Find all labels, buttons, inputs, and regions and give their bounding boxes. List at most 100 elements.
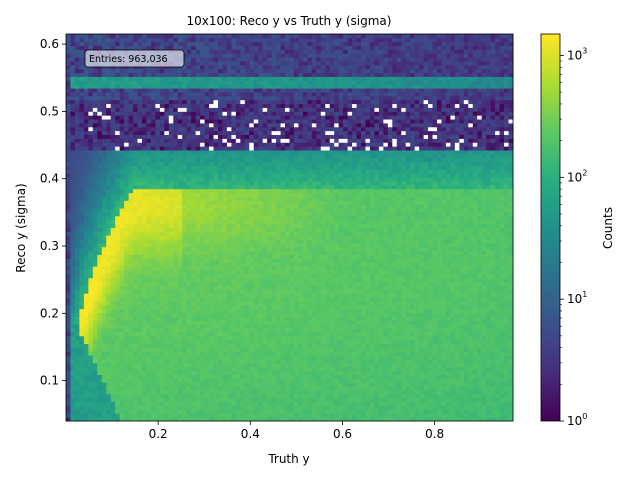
heatmap-cell	[217, 413, 223, 418]
heatmap-cell	[137, 281, 143, 286]
heatmap-cell	[74, 196, 80, 201]
heatmap-cell	[168, 157, 174, 163]
heatmap-cell	[133, 258, 138, 263]
heatmap-cell	[159, 242, 165, 248]
heatmap-cell	[249, 41, 255, 47]
heatmap-cell	[106, 405, 112, 410]
heatmap-cell	[173, 355, 179, 360]
heatmap-cell	[110, 242, 116, 248]
heatmap-cell	[186, 204, 192, 209]
heatmap-cell	[173, 316, 179, 321]
heatmap-cell	[155, 215, 161, 221]
heatmap-cell	[150, 142, 156, 147]
heatmap-cell	[222, 45, 228, 50]
heatmap-cell	[276, 61, 281, 66]
heatmap-cell	[204, 242, 210, 248]
heatmap-cell	[262, 231, 268, 236]
heatmap-cell	[79, 308, 85, 314]
heatmap-cell	[164, 200, 170, 205]
heatmap-cell	[271, 262, 277, 267]
heatmap-cell	[124, 281, 129, 286]
heatmap-cell	[226, 262, 232, 267]
heatmap-cell	[195, 409, 201, 414]
heatmap-cell	[258, 281, 264, 286]
heatmap-cell	[66, 123, 71, 128]
heatmap-cell	[164, 328, 170, 333]
heatmap-cell	[191, 161, 197, 166]
heatmap-cell	[258, 119, 264, 124]
heatmap-cell	[74, 107, 80, 112]
heatmap-cell	[97, 146, 103, 151]
heatmap-cell	[92, 270, 98, 275]
heatmap-cell	[133, 184, 138, 190]
heatmap-cell	[231, 49, 237, 54]
heatmap-cell	[101, 84, 107, 89]
heatmap-cell	[267, 138, 273, 143]
heatmap-cell	[124, 126, 129, 132]
heatmap-cell	[106, 347, 112, 352]
heatmap-cell	[168, 123, 174, 128]
heatmap-cell	[133, 45, 138, 50]
heatmap-cell	[110, 355, 116, 360]
heatmap-cell	[285, 123, 290, 128]
heatmap-cell	[124, 266, 129, 271]
heatmap-cell	[106, 351, 112, 356]
heatmap-cell	[226, 61, 232, 66]
heatmap-cell	[173, 382, 179, 387]
heatmap-cell	[141, 343, 147, 348]
heatmap-cell	[204, 312, 210, 317]
heatmap-cell	[177, 370, 183, 375]
heatmap-cell	[213, 258, 219, 263]
heatmap-cell	[271, 378, 277, 383]
heatmap-cell	[106, 289, 112, 294]
heatmap-cell	[258, 324, 264, 329]
heatmap-cell	[110, 301, 116, 306]
heatmap-cell	[168, 289, 174, 294]
heatmap-cell	[177, 366, 183, 372]
heatmap-cell	[88, 370, 94, 375]
heatmap-cell	[83, 242, 89, 248]
heatmap-cell	[92, 362, 98, 368]
heatmap-cell	[110, 212, 116, 217]
heatmap-cell	[182, 320, 188, 325]
heatmap-cell	[88, 68, 94, 74]
heatmap-cell	[150, 123, 156, 128]
heatmap-cell	[262, 153, 268, 159]
heatmap-cell	[258, 223, 264, 228]
heatmap-cell	[240, 84, 246, 89]
heatmap-cell	[217, 219, 223, 225]
heatmap-cell	[249, 196, 255, 201]
heatmap-cell	[200, 335, 205, 341]
heatmap-cell	[280, 370, 286, 375]
heatmap-cell	[280, 390, 286, 395]
heatmap-cell	[186, 119, 192, 124]
heatmap-cell	[262, 308, 268, 314]
heatmap-cell	[137, 374, 143, 379]
heatmap-cell	[106, 88, 112, 93]
heatmap-cell	[133, 41, 138, 47]
heatmap-cell	[200, 57, 205, 62]
heatmap-cell	[222, 304, 228, 310]
heatmap-cell	[88, 270, 94, 275]
heatmap-cell	[209, 200, 214, 205]
heatmap-cell	[79, 123, 85, 128]
heatmap-cell	[101, 262, 107, 267]
heatmap-cell	[164, 119, 170, 124]
heatmap-cell	[262, 57, 268, 62]
heatmap-cell	[182, 246, 188, 252]
heatmap-cell	[66, 177, 71, 182]
heatmap-cell	[200, 328, 205, 333]
heatmap-cell	[83, 161, 89, 166]
heatmap-cell	[226, 115, 232, 120]
heatmap-cell	[226, 250, 232, 255]
heatmap-cell	[267, 231, 273, 236]
heatmap-cell	[222, 347, 228, 352]
heatmap-cell	[128, 92, 134, 97]
heatmap-cell	[88, 227, 94, 232]
heatmap-cell	[128, 254, 134, 259]
heatmap-cell	[253, 231, 259, 236]
heatmap-cell	[128, 393, 134, 399]
heatmap-cell	[164, 297, 170, 302]
heatmap-cell	[244, 192, 250, 197]
heatmap-cell	[182, 312, 188, 317]
